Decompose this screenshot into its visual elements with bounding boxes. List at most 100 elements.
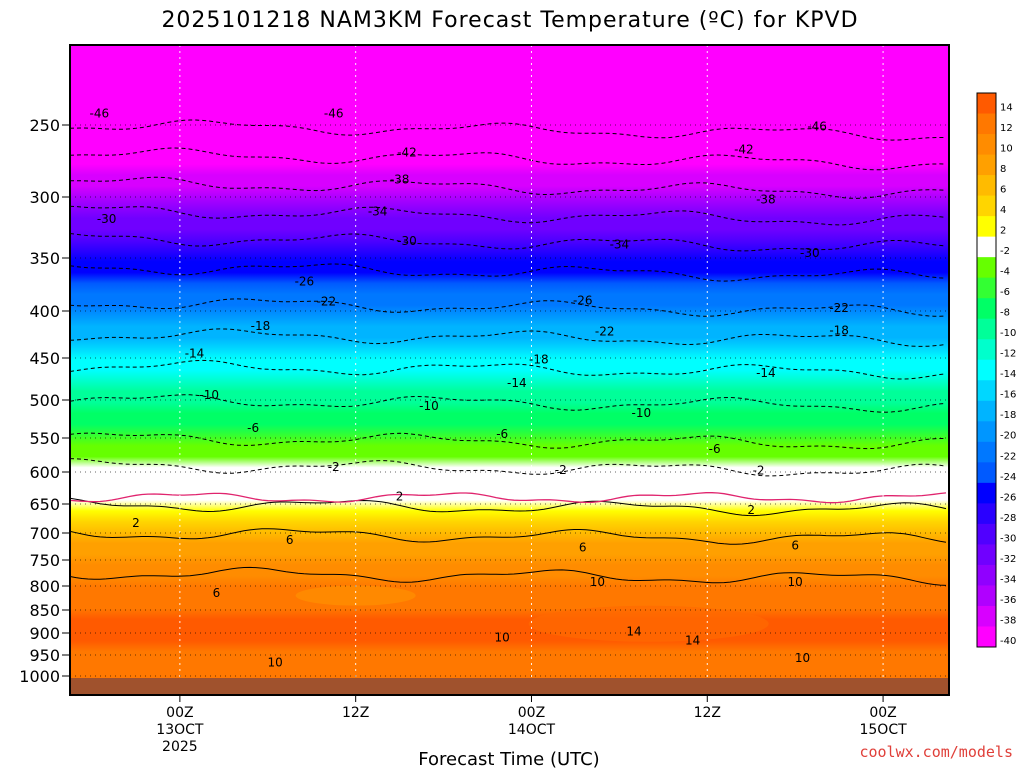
- contour-label: -6: [247, 421, 259, 435]
- contour-label: -2: [753, 464, 765, 478]
- colorbar-frame: [976, 92, 997, 648]
- contour-label: -18: [529, 353, 549, 367]
- colorbar-swatch: [977, 441, 996, 463]
- y-tick-label: 600: [29, 463, 60, 482]
- colorbar-label: -14: [1000, 369, 1016, 380]
- colorbar-swatch: [977, 605, 996, 627]
- colorbar-label: 6: [1000, 185, 1006, 196]
- colorbar-swatch: [977, 134, 996, 156]
- colorbar-label: -32: [1000, 554, 1016, 565]
- x-axis-label: Forecast Time (UTC): [418, 749, 599, 768]
- colorbar-swatch: [977, 277, 996, 299]
- y-tick-label: 700: [29, 524, 60, 543]
- y-tick-label: 1000: [19, 667, 60, 686]
- colorbar-label: -16: [1000, 390, 1016, 401]
- contour-label: -26: [573, 293, 593, 307]
- warm-pocket: [295, 585, 416, 606]
- freezing-line: [70, 492, 947, 504]
- contour-label: 6: [579, 541, 587, 555]
- contour-label: -38: [756, 192, 776, 206]
- colorbar-label: 12: [1000, 123, 1013, 134]
- colorbar-swatch: [977, 216, 996, 238]
- contour-label: -18: [829, 324, 849, 338]
- colorbar-label: 10: [1000, 144, 1013, 155]
- contour-line: [70, 528, 947, 545]
- colorbar-swatch: [977, 195, 996, 217]
- colorbar-label: -30: [1000, 533, 1016, 544]
- colorbar-swatch: [977, 93, 996, 115]
- x-tick-label: 12Z: [694, 705, 721, 721]
- colorbar-swatch: [977, 421, 996, 443]
- contour-label: 10: [795, 651, 810, 665]
- colorbar: 14 12 10 8 6 4 2 -2 -4 -6 -8 -10 -12 -14 -16 -18 -20 -22 -…: [976, 92, 1016, 648]
- warm-pocket: [528, 605, 769, 642]
- colorbar-swatch: [977, 523, 996, 545]
- contour-label: -22: [829, 301, 849, 315]
- contour-label: -14: [507, 376, 527, 390]
- colorbar-swatch: [977, 564, 996, 586]
- contour-label: -30: [397, 234, 417, 248]
- colorbar-label: -24: [1000, 472, 1016, 483]
- y-tick-label: 850: [29, 601, 60, 620]
- colorbar-label: -28: [1000, 513, 1016, 524]
- colorbar-label: -34: [1000, 574, 1016, 585]
- contour-label: -2: [328, 460, 340, 474]
- y-tick-label: 650: [29, 495, 60, 514]
- y-tick-label: 750: [29, 551, 60, 570]
- colorbar-swatch: [977, 585, 996, 607]
- x-tick-label: 00Z: [869, 705, 896, 721]
- contour-label: 2: [747, 503, 755, 517]
- colorbar-swatch: [977, 175, 996, 197]
- contour-label: -46: [324, 106, 344, 120]
- x-tick-label: 2025: [162, 739, 198, 755]
- contour-label: -46: [807, 119, 827, 133]
- colorbar-swatch: [977, 462, 996, 484]
- contour-label: -10: [199, 388, 219, 402]
- colorbar-label: -20: [1000, 431, 1016, 442]
- contour-label: -14: [185, 346, 205, 360]
- contour-label: -14: [756, 366, 776, 380]
- plot-area: -46 -46-46-42 -42-38-38-34-34-30-30-30-26-…: [70, 45, 949, 695]
- contour-label: -34: [610, 238, 630, 252]
- colorbar-label: -12: [1000, 349, 1016, 360]
- colorbar-swatch: [977, 113, 996, 135]
- colorbar-label: -4: [1000, 267, 1010, 278]
- colorbar-label: 14: [1000, 102, 1013, 113]
- contour-label: 10: [495, 630, 510, 644]
- contour-label: -26: [295, 274, 315, 288]
- colorbar-swatch: [977, 626, 996, 648]
- credit-text: coolwx.com/models: [859, 743, 1013, 761]
- plot-frame: [69, 44, 950, 696]
- y-tick-label: 900: [29, 624, 60, 643]
- colorbar-swatch: [977, 359, 996, 381]
- colorbar-label: -22: [1000, 451, 1016, 462]
- colorbar-label: -2: [1000, 246, 1010, 257]
- colorbar-label: -26: [1000, 492, 1016, 503]
- colorbar-swatch: [977, 257, 996, 279]
- colorbar-swatch: [977, 236, 996, 258]
- contour-label: -2: [555, 463, 567, 477]
- contour-label: 10: [267, 656, 282, 670]
- colorbar-swatch: [977, 482, 996, 504]
- y-tick-label: 800: [29, 577, 60, 596]
- contour-label: 6: [791, 538, 799, 552]
- contour-label: 2: [396, 489, 404, 503]
- y-tick-label: 400: [29, 302, 60, 321]
- colorbar-label: -8: [1000, 308, 1010, 319]
- y-tick-label: 300: [29, 188, 60, 207]
- y-tick-label: 250: [29, 116, 60, 135]
- y-tick-label: 500: [29, 391, 60, 410]
- contour-label: -42: [397, 145, 417, 159]
- contour-label: 6: [213, 586, 221, 600]
- contour-label: -34: [368, 205, 388, 219]
- colorbar-label: -10: [1000, 328, 1016, 339]
- colorbar-label: -38: [1000, 615, 1016, 626]
- contour-label: 6: [286, 533, 294, 547]
- colorbar-swatch: [977, 298, 996, 320]
- contour-label: -46: [89, 106, 109, 120]
- contour-label: -38: [390, 173, 410, 187]
- contour-label: 14: [685, 633, 700, 647]
- contour-label: -22: [595, 325, 615, 339]
